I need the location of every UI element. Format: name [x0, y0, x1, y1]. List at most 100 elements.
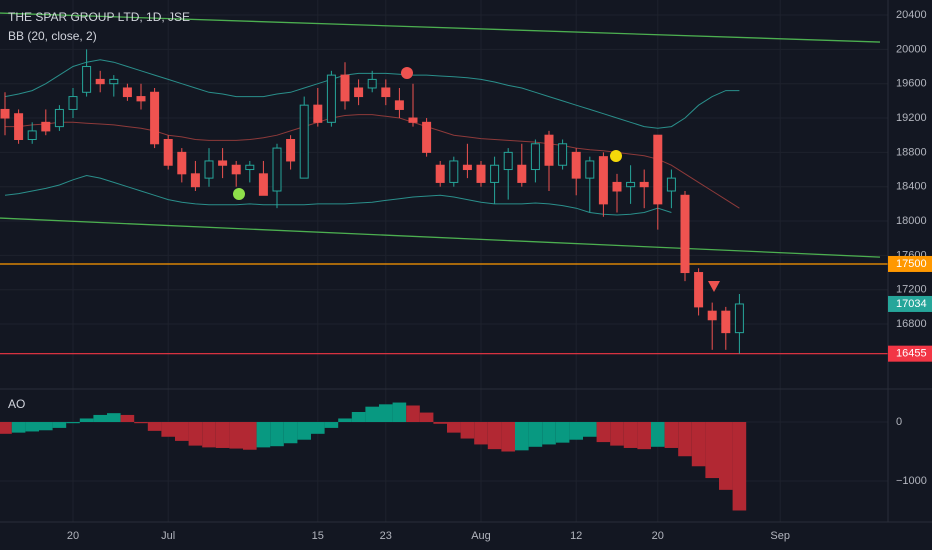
- candle-body: [381, 87, 391, 98]
- ao-bar: [351, 411, 366, 423]
- ao-bar: [161, 422, 175, 437]
- ao-bar: [705, 422, 719, 479]
- price-label-box: [888, 295, 932, 312]
- ao-bar: [678, 422, 692, 457]
- ao-bar: [501, 422, 515, 452]
- candle-body: [41, 121, 51, 132]
- y-tick-label: 18400: [896, 181, 927, 193]
- ao-bar: [188, 422, 203, 446]
- candle-body: [150, 91, 160, 145]
- ao-bar: [175, 422, 189, 441]
- price-label: 17034: [896, 298, 927, 310]
- indicator-label: BB (20, close, 2): [8, 29, 97, 43]
- ao-bar: [583, 422, 597, 437]
- ao-bar: [555, 422, 570, 443]
- price-label-box: [888, 255, 932, 272]
- signal-marker: [233, 188, 245, 200]
- y-tick-label: −1000: [896, 475, 927, 487]
- candle-body: [109, 78, 119, 85]
- ao-bar: [324, 422, 339, 428]
- candle-body: [326, 74, 336, 123]
- signal-marker: [401, 67, 413, 79]
- ao-bar: [392, 402, 407, 423]
- candle-body: [0, 108, 10, 119]
- y-tick-label: 20000: [896, 43, 927, 55]
- y-tick-label: 19600: [896, 78, 927, 90]
- candle-body: [558, 143, 568, 166]
- candle-body: [422, 121, 432, 153]
- y-tick-label: 19200: [896, 112, 927, 124]
- candle-body: [163, 138, 173, 166]
- candle-body: [707, 310, 717, 321]
- chart-title: THE SPAR GROUP LTD, 1D, JSE: [8, 10, 190, 24]
- candle-body: [177, 151, 187, 175]
- x-tick-label: Sep: [770, 530, 790, 542]
- candle-body: [598, 156, 608, 205]
- trendline: [0, 12, 881, 43]
- candle-body: [694, 272, 704, 308]
- ao-bar: [229, 422, 243, 449]
- candle-body: [95, 78, 105, 85]
- ao-bar: [256, 422, 271, 448]
- candle-body: [367, 78, 377, 89]
- ao-bar: [11, 422, 26, 433]
- candle-body: [653, 134, 663, 205]
- ao-bar: [147, 422, 162, 431]
- ao-bar: [338, 418, 352, 423]
- price-label: 16455: [896, 348, 927, 360]
- ao-bar: [664, 422, 679, 448]
- ao-bar: [528, 422, 543, 447]
- x-tick-label: 20: [652, 530, 664, 542]
- y-tick-label: 18800: [896, 146, 927, 158]
- ao-bar: [297, 422, 311, 440]
- x-tick-label: Jul: [161, 530, 175, 542]
- bb-lower: [4, 174, 672, 216]
- ao-bar: [283, 422, 298, 444]
- ao-bar: [243, 422, 257, 450]
- ao-bar: [270, 422, 284, 447]
- ao-bar: [202, 422, 216, 448]
- ao-bar: [515, 422, 529, 451]
- y-tick-label: 18000: [896, 215, 927, 227]
- ao-bar: [66, 422, 80, 424]
- candle-body: [204, 160, 214, 179]
- candle-body: [231, 164, 241, 175]
- ao-bar: [542, 422, 556, 445]
- candle-body: [435, 164, 445, 183]
- candle-body: [408, 117, 418, 123]
- ao-bar: [447, 422, 461, 433]
- ao-bar: [93, 414, 107, 423]
- ao-bar: [79, 418, 94, 423]
- candle-body: [245, 164, 255, 171]
- price-label-box: [888, 345, 932, 362]
- ao-bar: [610, 422, 624, 446]
- candle-body: [68, 96, 78, 110]
- ao-bar: [719, 422, 733, 490]
- candle-body: [136, 96, 146, 102]
- candle-body: [639, 181, 649, 188]
- candle-body: [272, 147, 282, 192]
- candle-body: [612, 181, 622, 192]
- signal-marker: [610, 150, 622, 162]
- candle-body: [340, 74, 350, 102]
- ao-bar: [433, 422, 447, 424]
- candle-body: [258, 173, 268, 196]
- ao-bar: [460, 422, 475, 439]
- ao-bar: [120, 414, 135, 423]
- candle-body: [122, 87, 132, 98]
- y-tick-label: 17600: [896, 249, 927, 261]
- ao-bar: [474, 422, 488, 445]
- candle-body: [585, 160, 595, 179]
- candle-body: [190, 173, 200, 188]
- ao-bar: [651, 422, 665, 447]
- ao-bar: [0, 422, 12, 434]
- ao-bar: [25, 422, 39, 432]
- ao-bar: [623, 422, 638, 448]
- candle-body: [503, 151, 513, 171]
- x-tick-label: Aug: [471, 530, 491, 542]
- ao-bar: [107, 413, 121, 423]
- candle-body: [54, 108, 64, 128]
- x-tick-label: 12: [570, 530, 582, 542]
